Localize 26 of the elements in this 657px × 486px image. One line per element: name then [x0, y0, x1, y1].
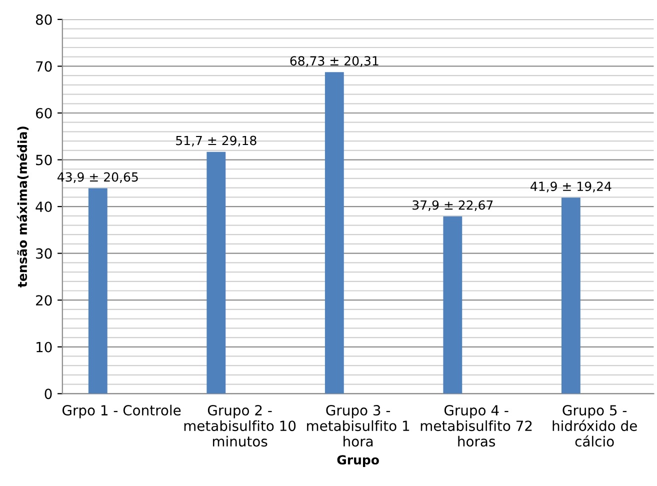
bar: [443, 216, 462, 394]
data-label: 51,7 ± 29,18: [176, 136, 256, 147]
y-axis-title: tensão máxima(média): [16, 126, 29, 288]
y-tick-label: 70: [36, 61, 52, 72]
bar: [88, 188, 108, 394]
x-tick-label: Grupo 3 - metabisulfito 1 hora: [307, 405, 410, 447]
data-label: 41,9 ± 19,24: [530, 182, 612, 192]
data-label: 43,9 ± 20,65: [57, 172, 138, 183]
y-tick-label: 80: [36, 14, 52, 25]
x-tick-label: Grpo 1 - Controle: [62, 404, 181, 418]
x-tick-label: Grupo 4 - metabisulfito 72 horas: [420, 405, 532, 447]
y-tick-label: 20: [36, 295, 52, 306]
data-label: 37,9 ± 22,67: [412, 200, 493, 212]
x-tick-label: Grupo 5 - hidróxido de cálcio: [552, 405, 637, 447]
bar: [324, 72, 344, 394]
y-tick-label: 30: [36, 248, 52, 259]
x-tick-label: Grupo 2 - metabisulfito 10 minutos: [184, 405, 296, 447]
y-tick-label: 10: [36, 342, 52, 352]
x-axis-title: Grupo: [337, 455, 379, 467]
y-tick-label: 0: [44, 388, 52, 400]
y-tick-label: 40: [36, 202, 52, 212]
bar: [206, 152, 226, 394]
data-label: 68,73 ± 20,31: [290, 56, 378, 67]
y-tick-label: 50: [36, 154, 52, 166]
bar: [561, 198, 580, 394]
y-tick-label: 60: [36, 108, 52, 118]
